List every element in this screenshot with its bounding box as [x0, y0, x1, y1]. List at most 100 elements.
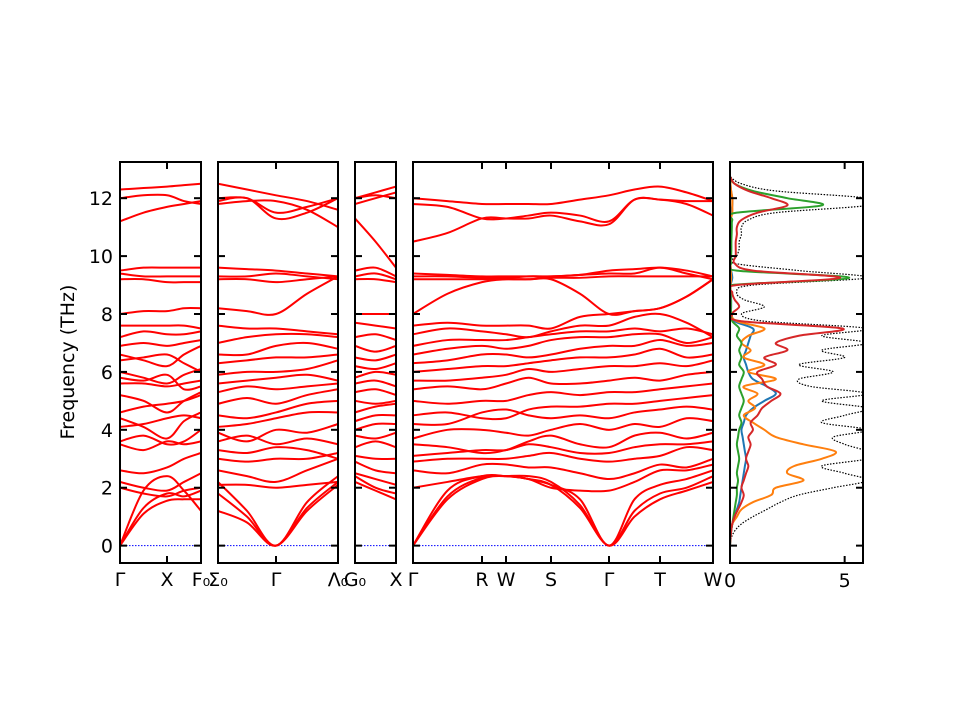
phonon-band: [218, 434, 338, 446]
phonon-band: [355, 454, 396, 460]
phonon-band: [120, 498, 201, 547]
phonon-band: [355, 440, 396, 449]
phonon-band: [355, 413, 396, 423]
phonon-band: [218, 266, 338, 278]
band-panel-2: [218, 182, 338, 547]
phonon-band: [355, 266, 396, 278]
phonon-band: [218, 475, 338, 547]
phonon-band: [413, 359, 713, 382]
phonon-band: [120, 368, 201, 385]
phonon-band: [413, 332, 713, 356]
k-point-label: Γ: [408, 569, 419, 591]
phonon-band: [218, 324, 338, 336]
partial-dos-curve-4: [730, 175, 845, 546]
phonon-band: [120, 307, 201, 315]
phonon-band: [355, 481, 396, 501]
axes-frames: [119, 161, 864, 564]
phonon-band: [413, 394, 713, 421]
phonon-band: [218, 332, 338, 344]
phonon-band: [120, 182, 201, 191]
y-tick-label: 2: [101, 478, 113, 500]
k-point-label: S: [545, 569, 557, 591]
y-axis-label: Frequency (THz): [57, 285, 79, 440]
partial-dos-curve-3: [730, 175, 851, 546]
k-point-label: Λ₀: [328, 569, 349, 591]
phonon-band: [355, 333, 396, 342]
phonon-band: [120, 278, 201, 284]
y-axis-ticks: 0 2 4 6 8 10 12: [89, 188, 863, 558]
phonon-band: [218, 399, 338, 420]
phonon-band: [218, 272, 338, 281]
phonon-band: [413, 469, 713, 547]
phonon-band: [120, 200, 201, 223]
phonon-band: [355, 472, 396, 486]
band-panel-4-frame: [412, 161, 714, 564]
phonon-band: [218, 484, 338, 547]
phonon-band: [120, 428, 201, 446]
phonon-band: [120, 411, 201, 440]
phonon-band: [218, 341, 338, 357]
k-point-label: Γ: [115, 569, 126, 591]
phonon-band: [120, 391, 201, 414]
y-tick-label: 0: [101, 536, 113, 558]
y-tick-label: 6: [101, 362, 113, 384]
band-panel-1: [120, 182, 201, 547]
phonon-band: [355, 278, 396, 284]
phonon-band: [355, 379, 396, 388]
phonon-band: [218, 199, 338, 229]
band-panel-3-frame: [354, 161, 397, 564]
k-point-label: G₀: [344, 569, 366, 591]
phonon-band: [120, 414, 201, 428]
phonon-band: [413, 457, 713, 481]
phonon-band: [413, 463, 713, 493]
phonon-band: [413, 327, 713, 347]
phonon-band: [120, 452, 201, 475]
k-point-label: Γ: [604, 569, 615, 591]
phonon-band: [120, 266, 201, 272]
phonon-band: [120, 379, 201, 388]
phonon-band: [218, 446, 338, 460]
band-panel-3: [355, 185, 396, 547]
phonon-band: [413, 266, 713, 278]
k-point-label: W: [704, 569, 723, 591]
band-panel-4: [413, 185, 713, 547]
phonon-band: [355, 353, 396, 362]
phonon-band: [218, 481, 338, 547]
phonon-band: [218, 196, 338, 221]
dos-tick-label: 5: [839, 570, 851, 592]
band-panel-1-frame: [119, 161, 202, 564]
phonon-band: [218, 382, 338, 394]
phonon-band: [355, 321, 396, 330]
phonon-band: [218, 353, 338, 365]
phonon-band: [355, 460, 396, 475]
phonon-band: [120, 440, 201, 452]
y-tick-label: 4: [101, 420, 113, 442]
phonon-band: [355, 370, 396, 379]
phonon-band: [355, 431, 396, 440]
phonon-band: [120, 472, 201, 492]
phonon-band: [218, 457, 338, 484]
y-tick-label: 8: [101, 304, 113, 326]
phonon-band: [218, 480, 338, 489]
phonon-band: [355, 272, 396, 281]
phonon-band: [120, 272, 201, 278]
phonon-band: [218, 182, 338, 211]
phonon-band: [413, 370, 713, 391]
band-panel-2-frame: [217, 161, 339, 564]
phonon-band: [355, 217, 396, 269]
phonon-band: [120, 344, 201, 368]
phonon-band: [355, 399, 396, 405]
phonon-band: [120, 475, 201, 547]
phonon-band: [218, 411, 338, 428]
phonon-band: [355, 475, 396, 495]
phonon-band: [413, 431, 713, 455]
phonon-band: [218, 275, 338, 316]
phonon-band: [218, 423, 338, 443]
y-tick-label: 10: [89, 246, 113, 268]
phonon-band: [413, 405, 713, 426]
phonon-band: [355, 362, 396, 371]
phonon-band: [413, 196, 713, 223]
phonon-band: [218, 275, 338, 284]
phonon-band: [413, 185, 713, 206]
phonon-band: [120, 193, 201, 205]
